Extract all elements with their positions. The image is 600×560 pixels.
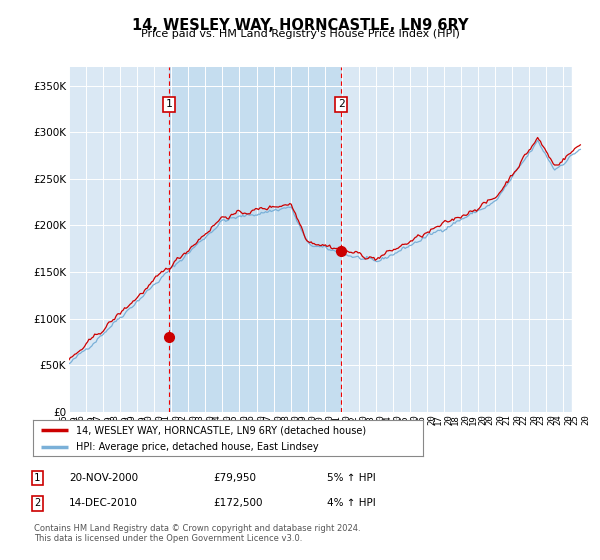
Text: 20-NOV-2000: 20-NOV-2000 bbox=[69, 473, 138, 483]
Bar bbox=[572, 67, 598, 412]
Text: 5% ↑ HPI: 5% ↑ HPI bbox=[327, 473, 376, 483]
Bar bbox=[169, 67, 341, 412]
Text: Price paid vs. HM Land Registry's House Price Index (HPI): Price paid vs. HM Land Registry's House … bbox=[140, 29, 460, 39]
Text: 14-DEC-2010: 14-DEC-2010 bbox=[69, 498, 138, 508]
Text: £79,950: £79,950 bbox=[213, 473, 256, 483]
Text: £172,500: £172,500 bbox=[213, 498, 263, 508]
Text: 14, WESLEY WAY, HORNCASTLE, LN9 6RY (detached house): 14, WESLEY WAY, HORNCASTLE, LN9 6RY (det… bbox=[76, 425, 366, 435]
Text: 2: 2 bbox=[338, 100, 344, 109]
Text: 2: 2 bbox=[34, 498, 40, 508]
Text: 1: 1 bbox=[166, 100, 173, 109]
Text: Contains HM Land Registry data © Crown copyright and database right 2024.
This d: Contains HM Land Registry data © Crown c… bbox=[34, 524, 361, 543]
Text: 1: 1 bbox=[34, 473, 40, 483]
Text: 4% ↑ HPI: 4% ↑ HPI bbox=[327, 498, 376, 508]
Text: HPI: Average price, detached house, East Lindsey: HPI: Average price, detached house, East… bbox=[76, 442, 319, 452]
Text: 14, WESLEY WAY, HORNCASTLE, LN9 6RY: 14, WESLEY WAY, HORNCASTLE, LN9 6RY bbox=[132, 18, 468, 33]
